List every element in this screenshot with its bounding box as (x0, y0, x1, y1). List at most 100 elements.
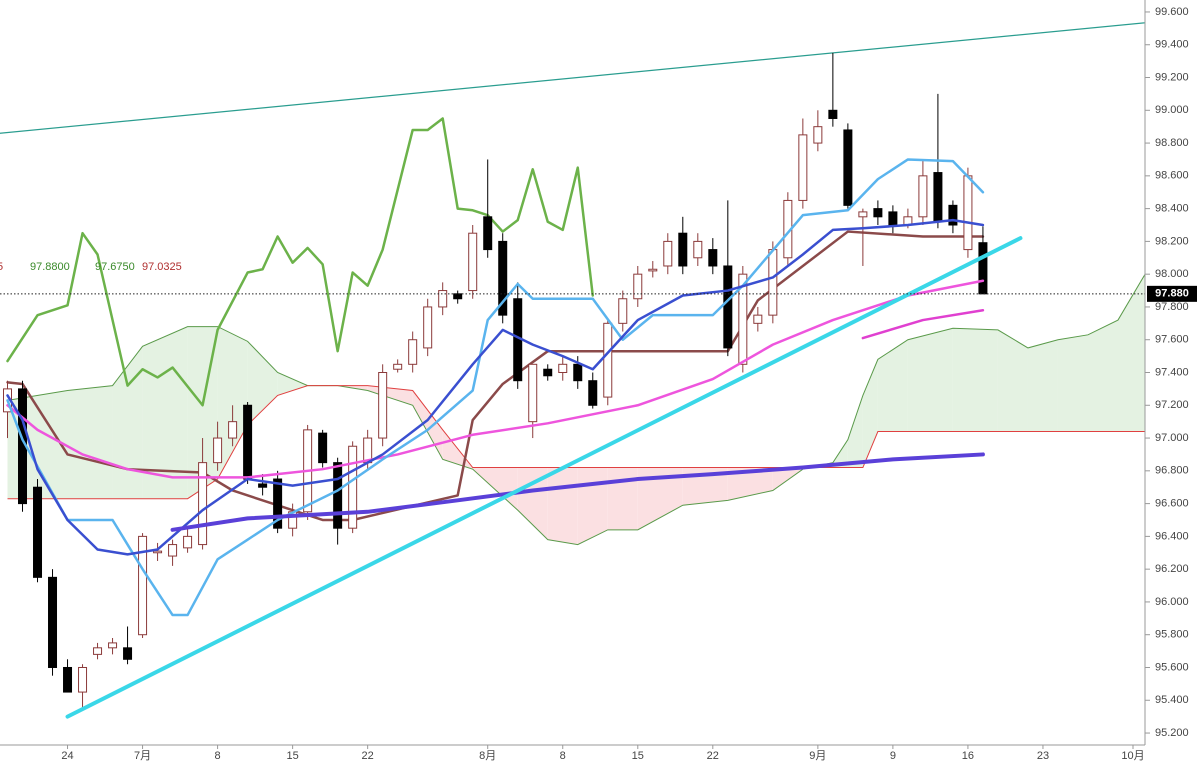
candle-body (798, 134, 808, 201)
candle-body (423, 306, 433, 349)
candle-body (618, 298, 628, 324)
cloud-fill (847, 395, 863, 468)
candle-body (843, 129, 853, 206)
x-tick-label: 22 (707, 750, 719, 762)
candle-body (813, 126, 823, 144)
last-price-label: 97.880 (1155, 288, 1189, 300)
candle-body (978, 242, 988, 295)
candle-body (708, 249, 718, 267)
x-tick-label: 15 (632, 750, 644, 762)
cloud-fill (1057, 334, 1088, 432)
trend-line (65, 236, 1023, 719)
candle-body (738, 273, 748, 365)
candle-body (108, 642, 118, 649)
cloud-fill (112, 346, 143, 499)
cloud-fill (952, 328, 998, 432)
candle-body (468, 232, 478, 292)
x-tick-label: 7月 (134, 750, 151, 762)
y-tick-label: 99.000 (1155, 104, 1189, 116)
moving-average (861, 308, 985, 340)
y-tick-label: 97.600 (1155, 334, 1189, 346)
x-tick-label: 15 (287, 750, 299, 762)
candle-body (933, 172, 943, 223)
x-tick-label: 24 (61, 750, 73, 762)
y-tick-label: 99.400 (1155, 39, 1189, 51)
cloud-fill (832, 439, 848, 468)
candle-body (693, 240, 703, 259)
candle-body (168, 544, 178, 557)
y-tick-label: 99.600 (1155, 6, 1189, 18)
candle-body (753, 314, 763, 324)
candle-body (63, 666, 73, 693)
candle-body (138, 535, 148, 636)
x-tick-label: 23 (1037, 750, 1049, 762)
plot-area (0, 22, 1145, 719)
candle-body (588, 380, 598, 406)
cloud-fill (862, 359, 878, 468)
trend-line (0, 22, 1145, 134)
candle-body (153, 550, 163, 554)
candle-body (543, 368, 553, 377)
cloud-fill (1087, 320, 1118, 432)
cloud-fill (877, 339, 908, 432)
y-tick-label: 97.400 (1155, 366, 1189, 378)
candle-body (123, 647, 133, 660)
candle-body (918, 175, 928, 218)
candle-body (273, 478, 283, 529)
indicator-line (6, 117, 595, 407)
candle-body (828, 109, 838, 119)
candle-body (573, 363, 583, 382)
x-tick-label: 22 (362, 750, 374, 762)
candle-body (438, 290, 448, 308)
y-tick-label: 96.200 (1155, 563, 1189, 575)
y-tick-label: 98.200 (1155, 235, 1189, 247)
cloud-fill (142, 326, 188, 499)
cloud-fill (412, 390, 443, 460)
x-tick-label: 9月 (809, 750, 826, 762)
candle-body (633, 273, 643, 300)
y-tick-label: 99.200 (1155, 71, 1189, 83)
y-tick-label: 95.600 (1155, 661, 1189, 673)
candle-body (378, 372, 388, 439)
last-price-box (1147, 285, 1197, 302)
candle-body (888, 211, 898, 226)
candle-body (258, 483, 268, 488)
indicator-value: 97.0325 (142, 261, 182, 273)
moving-average (170, 452, 985, 532)
candle-body (663, 240, 673, 267)
moving-average (6, 279, 985, 479)
cloud-fill (217, 326, 248, 480)
candle-body (483, 216, 493, 251)
cloud-fill (577, 467, 608, 545)
cloud-fill (907, 328, 953, 432)
y-tick-label: 96.400 (1155, 530, 1189, 542)
y-tick-label: 98.600 (1155, 170, 1189, 182)
candle-body (243, 404, 253, 480)
candle-body (453, 293, 463, 300)
candle-body (318, 432, 328, 464)
y-tick-label: 98.400 (1155, 203, 1189, 215)
candle-body (528, 363, 538, 423)
indicator-value: 5 (0, 261, 3, 273)
x-tick-label: 16 (962, 750, 974, 762)
candle-body (768, 249, 778, 316)
candle-body (48, 576, 58, 668)
cloud-fill (997, 329, 1028, 432)
x-tick-label: 9 (890, 750, 896, 762)
y-tick-label: 96.800 (1155, 465, 1189, 477)
candle-body (213, 437, 223, 464)
indicator-value: 97.6750 (95, 261, 135, 273)
y-tick-label: 97.200 (1155, 399, 1189, 411)
cloud-fill (637, 467, 683, 530)
candle-body (648, 268, 658, 272)
candle-body (93, 647, 103, 655)
y-tick-label: 96.600 (1155, 498, 1189, 510)
candle-body (603, 322, 613, 398)
y-tick-label: 98.000 (1155, 268, 1189, 280)
y-tick-label: 95.800 (1155, 629, 1189, 641)
candle-body (33, 486, 43, 578)
cloud-fill (727, 467, 773, 501)
cloud-fill (607, 467, 638, 530)
candle-body (393, 363, 403, 370)
